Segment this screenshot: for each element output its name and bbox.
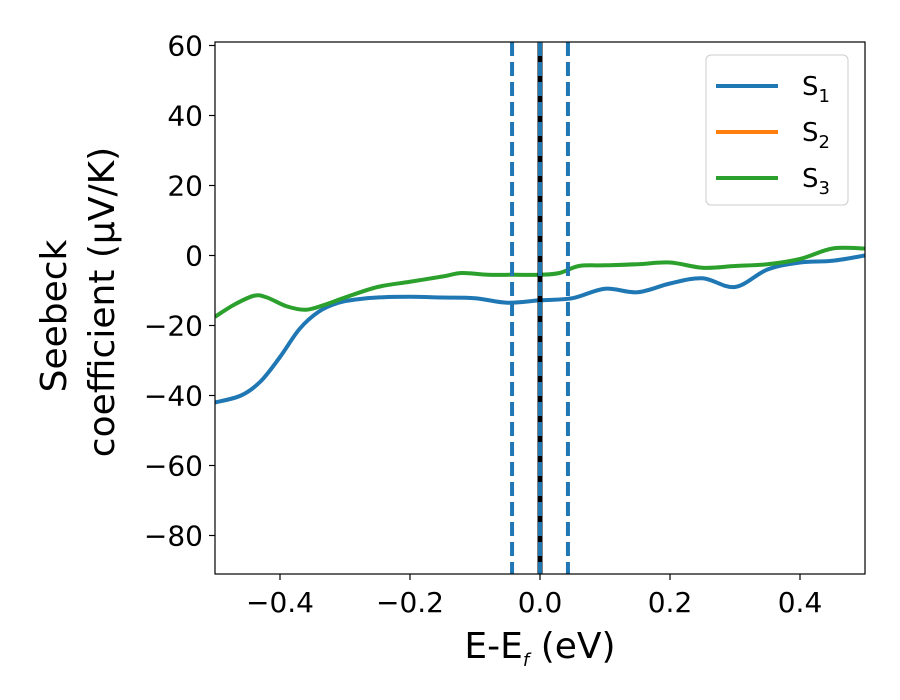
y-axis-label-line2: coefficient (μV/K) [82,147,123,457]
y-tick-label: −60 [144,450,203,483]
x-axis-ticks: −0.4 −0.2 0.0 0.2 0.4 [246,574,822,619]
y-tick-label: −40 [144,380,203,413]
y-axis-ticks: −80 −60 −40 −20 0 20 40 60 [144,30,215,553]
y-tick-label: −20 [144,310,203,343]
x-tick-label: −0.2 [376,586,444,619]
y-tick-label: −80 [144,520,203,553]
legend-label-3: S3 [802,164,830,199]
y-tick-label: 0 [185,240,203,273]
x-tick-label: 0.0 [518,586,563,619]
vertical-reference-lines [510,42,570,574]
x-axis-label: E-Ef (eV) [464,626,615,671]
x-tick-label: 0.2 [648,586,693,619]
y-tick-label: 20 [167,170,203,203]
y-tick-label: 60 [167,30,203,63]
y-tick-label: 40 [167,100,203,133]
series-line-3 [215,245,865,319]
x-tick-label: −0.4 [246,586,314,619]
legend-label-1: S1 [802,72,830,107]
series-line-1 [215,253,865,405]
y-axis-label-line1: Seebeck [34,239,75,392]
plot-lines [215,245,865,405]
legend: S1 S2 S3 [705,54,849,206]
y-axis-label: Seebeck coefficient (μV/K) [34,147,123,457]
legend-label-2: S2 [802,118,830,153]
x-tick-label: 0.4 [778,586,823,619]
